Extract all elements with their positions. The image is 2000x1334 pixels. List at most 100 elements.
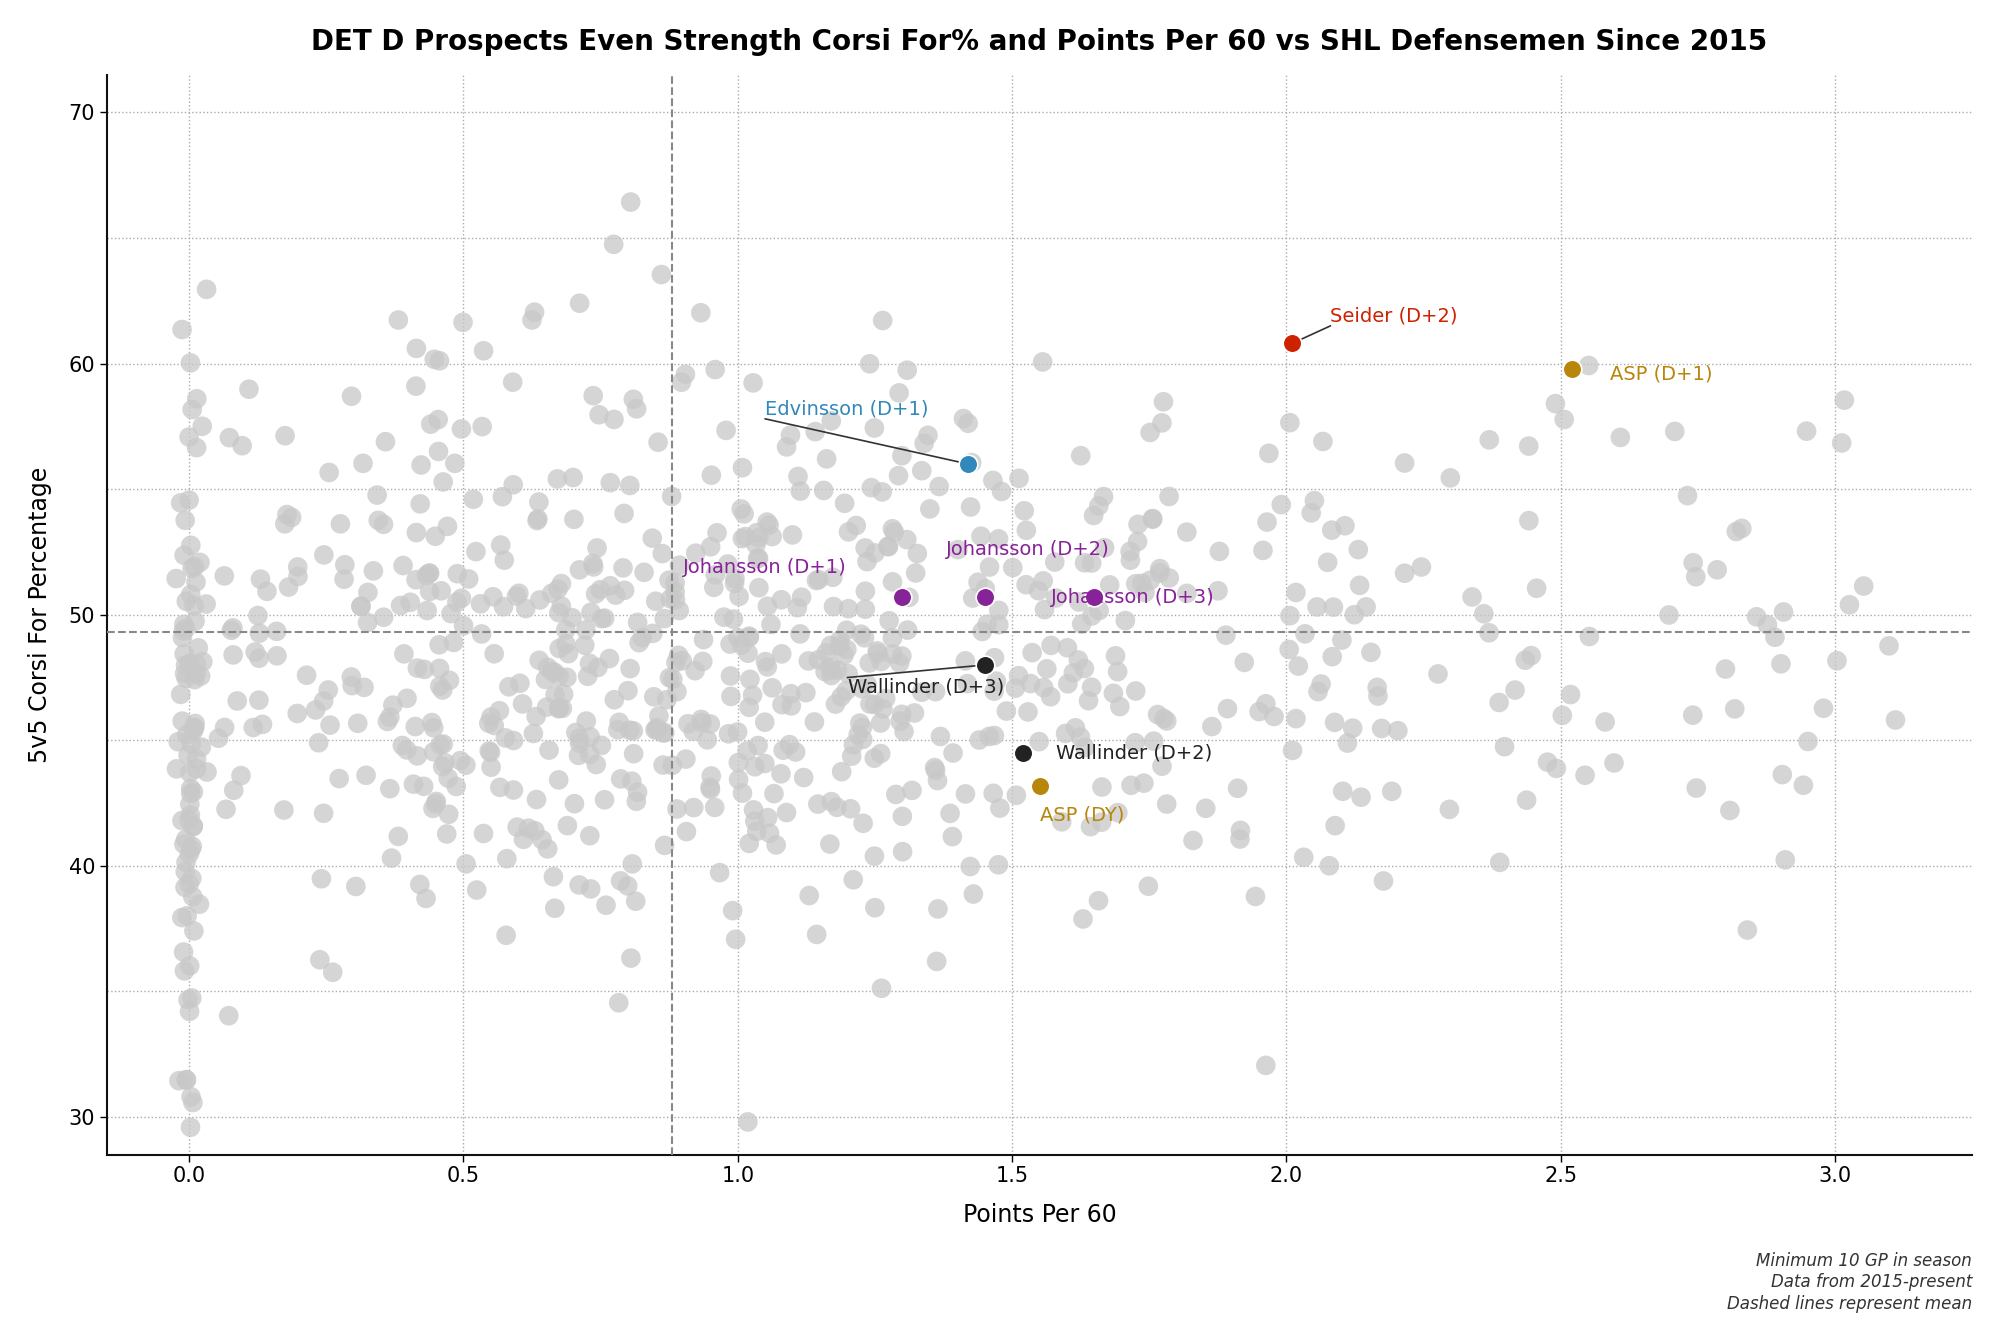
Point	[170, 1070, 202, 1091]
Point	[906, 682, 938, 703]
Point	[1000, 678, 1032, 699]
Point	[210, 799, 242, 820]
Point	[1052, 674, 1084, 695]
Point	[1148, 391, 1180, 412]
Point	[466, 416, 498, 438]
Point	[866, 482, 898, 503]
Point	[1258, 706, 1290, 727]
Point	[602, 992, 634, 1014]
Point	[782, 598, 814, 619]
Point	[1030, 658, 1062, 679]
Point	[400, 716, 432, 738]
Point	[1012, 702, 1044, 723]
Point	[810, 660, 842, 682]
Point	[774, 683, 806, 704]
Point	[174, 352, 206, 374]
Point	[636, 623, 668, 644]
Point	[650, 688, 682, 710]
Point	[1376, 780, 1408, 802]
Point	[1740, 606, 1772, 627]
Point	[766, 590, 798, 611]
Point	[866, 651, 898, 672]
Point	[886, 703, 918, 724]
Point	[242, 690, 274, 711]
Point	[424, 675, 456, 696]
Point	[648, 608, 680, 630]
Point	[1820, 650, 1852, 671]
Point	[446, 419, 478, 440]
Point	[732, 1111, 764, 1133]
Point	[460, 542, 492, 563]
Point	[570, 711, 602, 732]
Point	[694, 779, 726, 800]
Point	[312, 679, 344, 700]
Point	[616, 771, 648, 792]
Point	[1484, 692, 1516, 714]
Point	[664, 555, 696, 576]
Point	[540, 684, 572, 706]
Point	[1146, 755, 1178, 776]
Point	[846, 678, 878, 699]
Point	[170, 667, 202, 688]
Point	[1104, 696, 1136, 718]
Point	[830, 680, 862, 702]
Point	[586, 735, 618, 756]
Point	[170, 510, 202, 531]
Point	[1120, 680, 1152, 702]
Point	[622, 612, 654, 634]
Point	[550, 667, 582, 688]
Point	[588, 790, 620, 811]
Point	[628, 562, 660, 583]
Point	[870, 688, 902, 710]
Point	[414, 414, 446, 435]
Point	[754, 515, 786, 536]
Point	[442, 563, 474, 584]
Point	[844, 712, 876, 734]
Point	[1136, 508, 1168, 530]
Point	[1300, 596, 1332, 618]
Point	[1102, 660, 1134, 682]
Point	[168, 834, 200, 855]
Point	[722, 752, 754, 774]
Point	[238, 716, 270, 738]
Point	[1148, 708, 1180, 730]
Point	[588, 607, 620, 628]
Point	[1222, 778, 1254, 799]
Point	[558, 467, 590, 488]
Point	[1332, 732, 1364, 754]
Point	[564, 559, 596, 580]
Point	[522, 510, 554, 531]
Point	[740, 820, 772, 842]
Point	[178, 816, 210, 838]
Point	[544, 638, 576, 659]
Point	[730, 526, 762, 547]
Point	[400, 375, 432, 396]
Point	[478, 643, 510, 664]
Point	[810, 448, 842, 470]
Point	[496, 371, 528, 392]
Point	[942, 539, 974, 560]
Point	[892, 359, 924, 380]
Point	[954, 496, 986, 518]
Point	[902, 543, 934, 564]
Point	[178, 815, 210, 836]
Point	[582, 538, 614, 559]
Point	[518, 723, 550, 744]
Point	[300, 699, 332, 720]
Point	[444, 750, 476, 771]
Point	[830, 639, 862, 660]
Point	[408, 659, 440, 680]
Point	[1604, 427, 1636, 448]
Point	[898, 702, 930, 723]
Point	[908, 432, 940, 454]
Point	[432, 767, 464, 788]
Point	[1366, 718, 1398, 739]
Point	[818, 596, 850, 618]
Point	[1076, 552, 1108, 574]
Point	[792, 650, 824, 671]
Point	[176, 399, 208, 420]
Point	[1672, 486, 1704, 507]
Point	[1024, 731, 1056, 752]
Point	[858, 694, 890, 715]
Point	[524, 590, 556, 611]
